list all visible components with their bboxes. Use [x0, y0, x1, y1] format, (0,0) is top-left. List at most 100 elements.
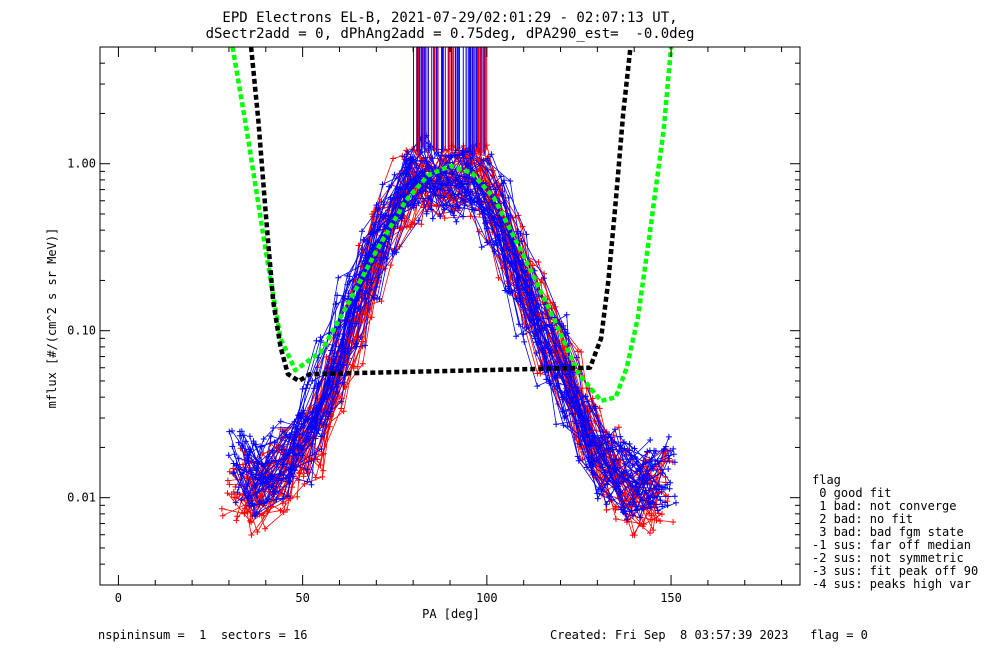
data-point-blue	[340, 295, 347, 302]
data-point-blue	[429, 155, 436, 162]
trace-line-blue	[247, 178, 661, 515]
data-point-blue	[603, 501, 610, 508]
data-point-blue	[404, 148, 411, 155]
data-point-blue	[460, 213, 467, 220]
data-point-blue	[260, 462, 267, 469]
data-point-red	[228, 491, 235, 498]
data-point-blue	[287, 478, 294, 485]
data-point-blue	[630, 512, 636, 519]
data-point-blue	[253, 467, 260, 474]
data-point-blue	[318, 433, 325, 440]
data-point-blue	[446, 187, 452, 194]
data-point-blue	[337, 323, 344, 330]
data-point-blue	[480, 157, 487, 164]
data-point-blue	[665, 433, 672, 440]
data-point-blue	[617, 433, 624, 440]
data-point-blue	[230, 470, 237, 477]
data-point-blue	[556, 320, 563, 327]
data-point-blue	[517, 230, 524, 237]
data-point-blue	[391, 171, 398, 178]
chart-title-line2: dSectr2add = 0, dPhAng2add = 0.75deg, dP…	[205, 26, 695, 42]
x-tick-label: 150	[660, 591, 682, 605]
data-point-blue	[500, 200, 507, 207]
data-point-blue	[646, 493, 653, 500]
data-point-blue	[291, 418, 298, 425]
data-point-red	[390, 155, 397, 162]
data-point-red	[476, 228, 483, 235]
data-point-blue	[258, 443, 265, 450]
data-point-blue	[403, 157, 410, 164]
data-point-red	[300, 473, 307, 480]
data-point-red	[647, 516, 654, 523]
y-tick-label: 0.10	[67, 324, 96, 338]
data-point-red	[670, 519, 677, 525]
data-point-red	[387, 262, 394, 269]
data-point-blue	[631, 445, 638, 452]
data-point-blue	[488, 199, 495, 206]
data-point-blue	[409, 181, 416, 188]
data-point-blue	[646, 447, 653, 454]
data-point-blue	[621, 439, 627, 445]
data-point-red	[615, 424, 622, 431]
data-point-blue	[488, 151, 495, 158]
data-point-blue	[338, 398, 345, 405]
data-point-red	[341, 383, 348, 390]
data-point-blue	[662, 499, 668, 506]
data-point-red	[359, 360, 366, 367]
data-point-red	[355, 242, 362, 249]
data-point-blue	[267, 433, 274, 439]
legend-item: -1 sus: far off median	[812, 538, 971, 552]
data-point-blue	[379, 181, 386, 188]
data-point-blue	[622, 467, 629, 473]
data-point-blue	[576, 441, 583, 448]
data-point-blue	[260, 500, 267, 507]
data-point-blue	[491, 248, 498, 255]
data-point-red	[241, 510, 248, 517]
data-point-red	[397, 225, 404, 232]
legend-item: 1 bad: not converge	[812, 499, 957, 513]
data-point-blue	[515, 321, 522, 328]
data-point-blue	[266, 484, 272, 491]
data-point-blue	[620, 509, 627, 516]
data-point-blue	[443, 202, 450, 209]
fit-curve-green	[230, 47, 674, 404]
data-point-blue	[245, 495, 252, 502]
data-point-blue	[336, 331, 343, 337]
data-point-blue	[662, 484, 668, 491]
data-point-blue	[407, 155, 414, 162]
data-point-blue	[353, 340, 359, 347]
data-point-blue	[382, 212, 389, 219]
data-point-blue	[280, 443, 287, 450]
data-point-blue	[359, 228, 365, 235]
data-point-blue	[617, 489, 624, 496]
data-point-blue	[484, 167, 491, 173]
data-point-red	[578, 349, 585, 355]
data-point-blue	[608, 496, 615, 503]
data-point-blue	[299, 452, 306, 459]
data-point-blue	[561, 415, 568, 421]
data-point-blue	[560, 322, 567, 329]
data-point-red	[534, 370, 541, 377]
data-point-red	[650, 527, 657, 534]
data-point-blue	[670, 451, 677, 458]
data-point-blue	[484, 239, 491, 246]
data-point-red	[294, 493, 301, 500]
legend-heading: flag	[812, 473, 841, 487]
axes-layer: 0 50 100 150 0.01 0.10 1.00	[67, 46, 801, 605]
data-point-blue	[423, 210, 430, 217]
data-point-blue	[242, 438, 249, 445]
data-point-blue	[665, 466, 672, 472]
data-point-blue	[238, 428, 245, 435]
data-point-blue	[520, 331, 527, 338]
data-point-red	[295, 477, 302, 484]
data-point-blue	[362, 342, 368, 349]
data-point-blue	[541, 275, 547, 282]
data-point-red	[647, 530, 653, 536]
data-point-blue	[309, 377, 316, 384]
data-point-blue	[654, 507, 661, 514]
data-point-red	[659, 511, 665, 518]
data-point-red	[396, 243, 403, 250]
data-point-blue	[355, 305, 362, 312]
data-point-blue	[358, 334, 364, 340]
data-point-red	[603, 506, 610, 513]
